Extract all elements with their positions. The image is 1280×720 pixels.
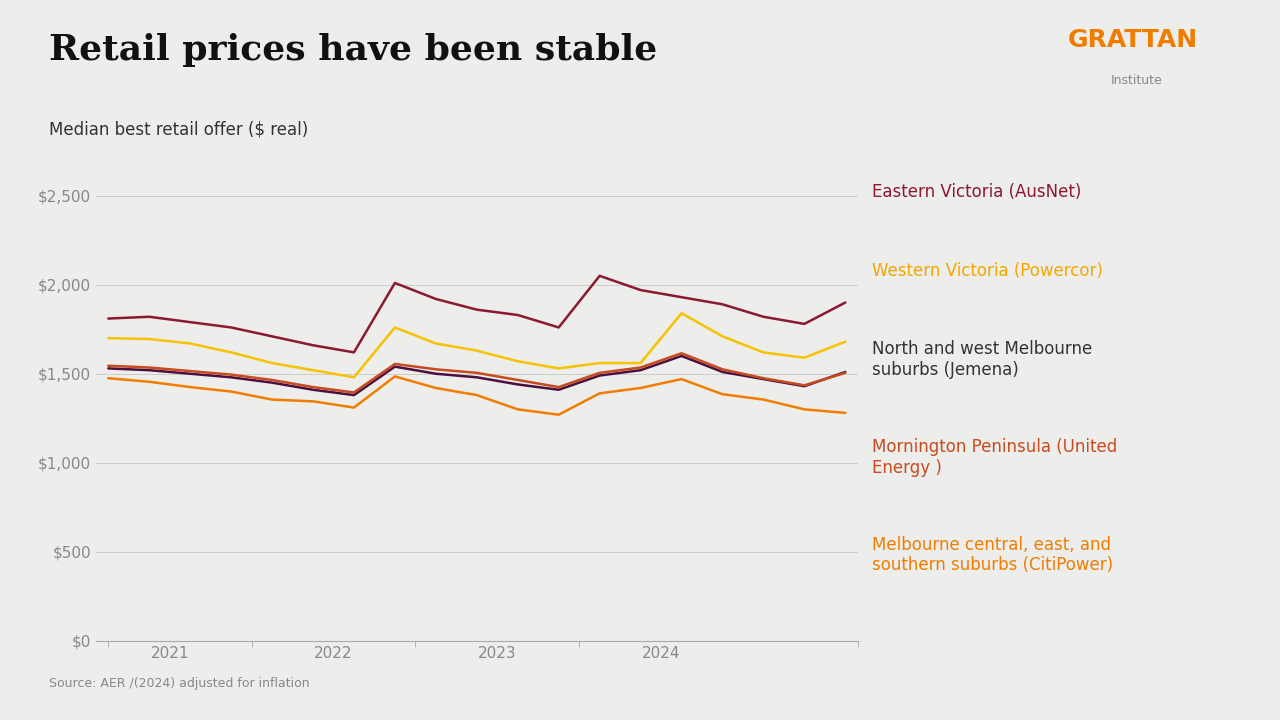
Text: Median best retail offer ($ real): Median best retail offer ($ real) [49,120,308,138]
Text: Western Victoria (Powercor): Western Victoria (Powercor) [872,261,1103,279]
Text: Mornington Peninsula (United
Energy ): Mornington Peninsula (United Energy ) [872,438,1117,477]
Text: GRATTAN: GRATTAN [1068,27,1198,52]
Text: Retail prices have been stable: Retail prices have been stable [49,33,657,68]
Text: Melbourne central, east, and
southern suburbs (CitiPower): Melbourne central, east, and southern su… [872,536,1114,575]
Text: Eastern Victoria (AusNet): Eastern Victoria (AusNet) [872,183,1082,201]
Text: North and west Melbourne
suburbs (Jemena): North and west Melbourne suburbs (Jemena… [872,340,1092,379]
Text: Institute: Institute [1111,74,1162,87]
Text: Source: AER /(2024) adjusted for inflation: Source: AER /(2024) adjusted for inflati… [49,678,310,690]
